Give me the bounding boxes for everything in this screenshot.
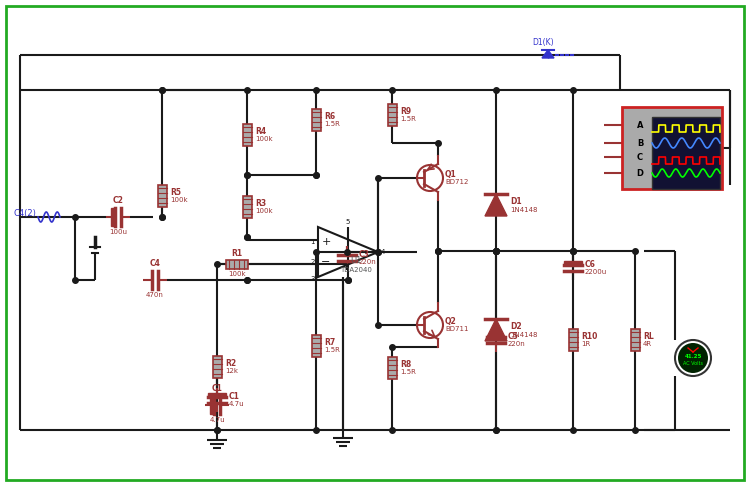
Text: BD711: BD711: [445, 326, 469, 332]
Text: R7: R7: [324, 337, 335, 347]
Bar: [568, 329, 578, 351]
Text: 470n: 470n: [146, 292, 164, 298]
Text: D2: D2: [510, 322, 522, 330]
Text: D: D: [637, 169, 644, 177]
Bar: [111, 208, 115, 226]
Polygon shape: [542, 50, 554, 58]
Text: R9: R9: [400, 106, 411, 116]
Text: 100k: 100k: [255, 208, 273, 214]
Text: A: A: [637, 121, 644, 129]
Text: 4.7u: 4.7u: [209, 417, 225, 423]
Text: B: B: [637, 139, 644, 147]
Text: 1: 1: [310, 239, 315, 245]
Text: C6: C6: [585, 260, 596, 268]
Text: BD712: BD712: [445, 179, 468, 185]
Text: 100k: 100k: [170, 197, 188, 203]
Text: 41.25: 41.25: [684, 353, 702, 359]
Text: 2: 2: [310, 259, 315, 265]
Text: 5: 5: [346, 219, 350, 225]
Text: R3: R3: [255, 198, 266, 208]
Bar: [242, 196, 251, 218]
Text: 100k: 100k: [228, 271, 246, 277]
Text: R1: R1: [232, 248, 242, 258]
Text: Q1: Q1: [445, 170, 457, 178]
Text: C5: C5: [508, 331, 519, 341]
Text: R10: R10: [581, 331, 597, 341]
Text: 1.5R: 1.5R: [324, 347, 340, 353]
Text: 1N4148: 1N4148: [510, 332, 538, 338]
Text: R4: R4: [255, 126, 266, 136]
Bar: [210, 396, 214, 414]
Text: D1(K): D1(K): [532, 38, 554, 48]
Text: U1: U1: [350, 256, 361, 264]
Text: R2: R2: [225, 359, 236, 367]
Text: C1: C1: [211, 384, 223, 393]
Text: RL: RL: [643, 331, 654, 341]
Circle shape: [678, 343, 708, 373]
Bar: [242, 124, 251, 146]
Text: C3: C3: [359, 249, 370, 259]
Text: AC Volts: AC Volts: [683, 361, 703, 365]
Text: 220n: 220n: [508, 341, 526, 347]
Text: 100u: 100u: [109, 229, 127, 235]
Text: 100k: 100k: [255, 136, 273, 142]
Bar: [388, 104, 397, 126]
Bar: [622, 107, 722, 189]
Polygon shape: [485, 194, 507, 216]
Text: 3: 3: [310, 276, 315, 282]
Bar: [226, 260, 248, 268]
Text: C4: C4: [149, 259, 160, 268]
Text: R5: R5: [170, 188, 181, 196]
Text: Q2: Q2: [445, 316, 457, 326]
Text: C4(2): C4(2): [14, 208, 37, 218]
Bar: [311, 109, 320, 131]
Text: C2: C2: [112, 196, 124, 205]
Bar: [564, 261, 582, 265]
Bar: [652, 117, 720, 189]
Text: 2200u: 2200u: [585, 269, 608, 275]
Text: +: +: [321, 237, 331, 247]
Text: 4.7u: 4.7u: [229, 401, 244, 407]
Text: 1.5R: 1.5R: [400, 116, 416, 122]
Text: 1R: 1R: [581, 341, 590, 347]
Text: 4R: 4R: [643, 341, 652, 347]
Text: 1.5R: 1.5R: [400, 369, 416, 375]
Text: R8: R8: [400, 360, 411, 368]
Text: C: C: [637, 153, 643, 161]
Text: 4: 4: [381, 249, 386, 255]
Bar: [158, 185, 166, 207]
Bar: [631, 329, 640, 351]
Text: 1.5R: 1.5R: [324, 121, 340, 127]
Text: R6: R6: [324, 111, 335, 121]
Polygon shape: [485, 319, 507, 341]
Text: 1N4148: 1N4148: [510, 207, 538, 213]
Text: 220n: 220n: [359, 259, 376, 265]
Text: TDA2040: TDA2040: [340, 267, 372, 273]
Text: D1: D1: [510, 196, 522, 206]
Text: C1: C1: [229, 392, 240, 400]
Bar: [212, 356, 221, 378]
Bar: [388, 357, 397, 379]
Bar: [208, 393, 226, 397]
Text: −: −: [321, 257, 331, 267]
Text: 12k: 12k: [225, 368, 238, 374]
Bar: [311, 335, 320, 357]
